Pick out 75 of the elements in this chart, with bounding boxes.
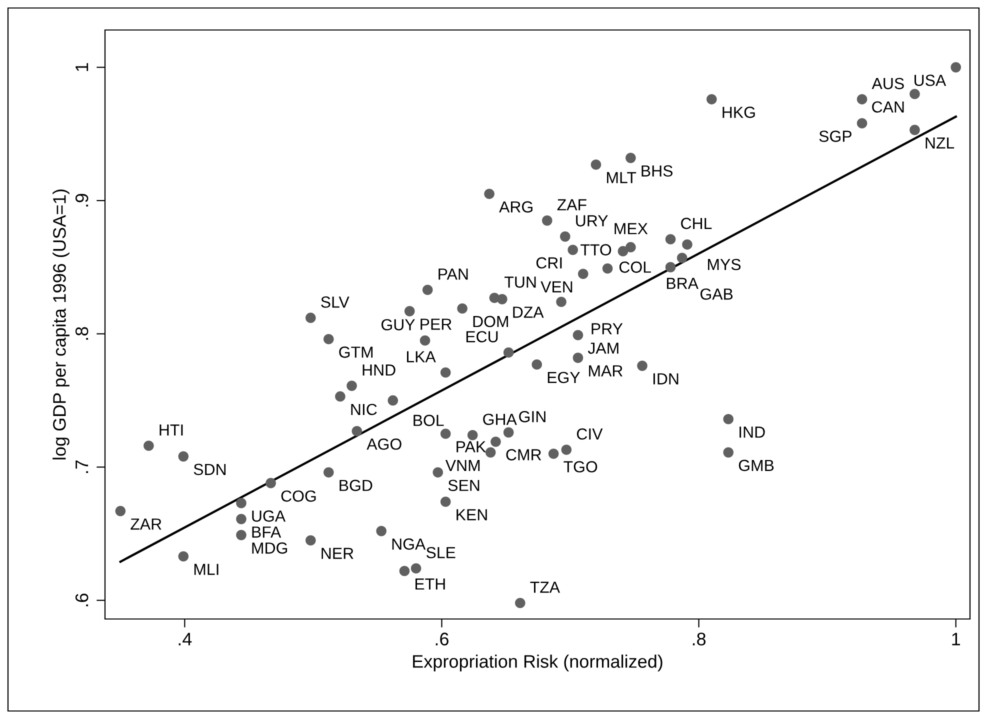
annotation: BHS [642,165,673,177]
annotation: NIC [351,404,377,416]
annotation: CMR [506,449,542,460]
annotation: MAR [589,365,622,376]
annotation: HKG [722,106,755,118]
annotation: TUN [504,276,536,288]
x-tick-label: .6 [436,632,448,646]
annotation: LKA [407,351,436,362]
annotation: MLT [607,172,636,184]
annotation: EGY [548,372,580,384]
annotation: PAK [456,441,486,452]
y-tick-label: .6 [75,594,88,606]
x-tick-label: 1 [952,632,960,646]
annotation: HND [362,364,396,376]
annotation: PRY [592,323,623,334]
y-tick-label: .8 [75,327,88,340]
annotation: COG [281,490,316,502]
annotation: GTM [339,346,373,358]
annotation: ECU [466,331,498,342]
y-tick-label: .9 [75,194,88,206]
y-tick-label: 1 [76,63,88,71]
annotation: SLE [426,546,456,558]
annotation: IND [740,426,765,438]
annotation: MLI [194,564,218,575]
annotation: BOL [414,414,444,426]
annotation: AUS [872,78,904,90]
annotation: NGA [392,538,426,550]
annotation: DOM [473,316,508,328]
annotation: JAM [588,342,618,354]
annotation: NZL [926,137,954,148]
x-axis-title: Expropriation Risk (normalized) [413,654,662,672]
annotation: MDG [252,542,288,554]
annotation: CAN [872,101,904,113]
annotation: CRI [536,257,562,269]
annotation: UGA [252,510,286,522]
annotation: VEN [540,281,572,292]
annotation: URY [576,215,608,226]
annotation: AGO [366,438,402,450]
x-tick-label: .8 [692,632,706,646]
annotation: SEN [448,480,480,492]
annotation: COL [619,262,651,273]
annotation: ZAF [557,199,586,210]
annotation: SDN [194,464,226,476]
annotation: USA [914,74,946,86]
annotation: GMB [738,460,774,472]
annotation: GAB [700,288,733,300]
annotation: NER [322,548,354,559]
annotation: TTO [580,244,612,256]
annotation: SGP [819,130,852,142]
annotation: ETH [416,578,445,590]
annotation: ZAR [130,518,162,530]
annotation: KEN [456,509,487,520]
annotation: GHA [483,414,517,426]
annotation: BGD [340,480,372,492]
annotation: BRA [666,278,698,289]
annotation: CHL [681,218,712,230]
annotation: PAN [438,268,468,280]
annotation: BFA [252,526,282,538]
annotation: TGO [564,461,598,472]
y-axis-title: log GDP per capita 1996 (USA=1) [52,190,70,460]
annotation: MEX [614,223,648,234]
annotation: IDN [653,373,678,384]
annotation: DZA [513,306,544,318]
annotation: GIN [519,411,546,422]
annotation: GUY [382,319,415,330]
annotation: ARG [499,201,532,213]
annotation: PER [420,318,452,330]
y-tick-label: .7 [76,460,88,473]
annotation: SLV [321,296,350,308]
annotation: CIV [576,428,603,440]
annotation: TZA [530,582,560,593]
annotation: VNM [445,460,480,471]
annotation: MYS [708,258,741,270]
x-tick-label: .4 [178,632,192,646]
annotation: HTI [160,424,183,436]
